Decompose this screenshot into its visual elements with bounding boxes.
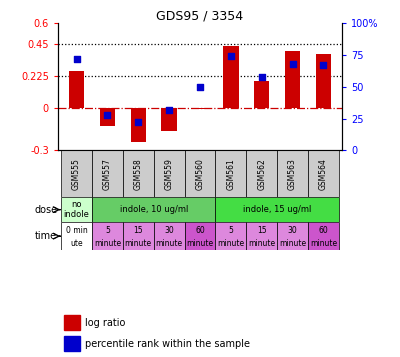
Text: minute: minute	[125, 238, 152, 247]
FancyBboxPatch shape	[61, 222, 92, 250]
Text: GSM555: GSM555	[72, 158, 81, 190]
Text: minute: minute	[248, 238, 275, 247]
FancyBboxPatch shape	[123, 150, 154, 197]
Bar	[69, 71, 84, 108]
Text: GSM562: GSM562	[257, 158, 266, 190]
FancyBboxPatch shape	[277, 222, 308, 250]
Text: minute: minute	[217, 238, 244, 247]
Point	[228, 54, 234, 59]
Text: GSM563: GSM563	[288, 158, 297, 190]
Text: 5: 5	[228, 226, 233, 235]
FancyBboxPatch shape	[308, 150, 339, 197]
Text: no
indole: no indole	[64, 200, 90, 219]
Text: GSM564: GSM564	[319, 158, 328, 190]
Text: minute: minute	[156, 238, 183, 247]
Text: GSM559: GSM559	[165, 158, 174, 190]
Bar	[64, 315, 80, 330]
Text: GSM557: GSM557	[103, 158, 112, 190]
Text: ute: ute	[70, 238, 83, 247]
Point	[290, 61, 296, 67]
FancyBboxPatch shape	[216, 222, 246, 250]
Bar	[223, 46, 238, 108]
Bar	[100, 108, 115, 126]
Bar	[285, 51, 300, 108]
Text: GSM561: GSM561	[226, 158, 235, 190]
FancyBboxPatch shape	[154, 222, 184, 250]
Point	[320, 62, 327, 68]
Text: 60: 60	[195, 226, 205, 235]
FancyBboxPatch shape	[92, 150, 123, 197]
FancyBboxPatch shape	[246, 222, 277, 250]
Text: dose: dose	[34, 205, 57, 215]
Bar	[254, 81, 270, 108]
Bar	[64, 336, 80, 351]
FancyBboxPatch shape	[246, 150, 277, 197]
FancyBboxPatch shape	[184, 222, 216, 250]
Text: indole, 10 ug/ml: indole, 10 ug/ml	[120, 205, 188, 214]
Point	[166, 107, 172, 112]
Text: 30: 30	[288, 226, 298, 235]
FancyBboxPatch shape	[216, 197, 339, 222]
FancyBboxPatch shape	[61, 197, 92, 222]
Text: 15: 15	[257, 226, 266, 235]
Text: 15: 15	[134, 226, 143, 235]
Bar	[316, 54, 331, 108]
Text: minute: minute	[94, 238, 121, 247]
Point	[258, 74, 265, 80]
Title: GDS95 / 3354: GDS95 / 3354	[156, 9, 244, 22]
Text: indole, 15 ug/ml: indole, 15 ug/ml	[243, 205, 311, 214]
Point	[73, 56, 80, 62]
Text: 60: 60	[319, 226, 328, 235]
Text: minute: minute	[310, 238, 337, 247]
Point	[197, 84, 203, 90]
Text: percentile rank within the sample: percentile rank within the sample	[85, 339, 250, 349]
Bar	[162, 108, 177, 131]
FancyBboxPatch shape	[308, 222, 339, 250]
Bar	[192, 108, 208, 109]
FancyBboxPatch shape	[92, 197, 216, 222]
Text: minute: minute	[279, 238, 306, 247]
Text: 0 min: 0 min	[66, 226, 87, 235]
Text: GSM558: GSM558	[134, 158, 143, 190]
FancyBboxPatch shape	[154, 150, 184, 197]
FancyBboxPatch shape	[61, 150, 92, 197]
Text: GSM560: GSM560	[196, 158, 204, 190]
FancyBboxPatch shape	[123, 222, 154, 250]
Text: minute: minute	[186, 238, 214, 247]
Text: log ratio: log ratio	[85, 318, 125, 328]
Point	[104, 112, 110, 117]
FancyBboxPatch shape	[92, 222, 123, 250]
Bar	[130, 108, 146, 142]
Text: 30: 30	[164, 226, 174, 235]
Text: 5: 5	[105, 226, 110, 235]
Point	[135, 120, 142, 125]
Text: time: time	[35, 231, 57, 241]
FancyBboxPatch shape	[184, 150, 216, 197]
FancyBboxPatch shape	[216, 150, 246, 197]
FancyBboxPatch shape	[277, 150, 308, 197]
